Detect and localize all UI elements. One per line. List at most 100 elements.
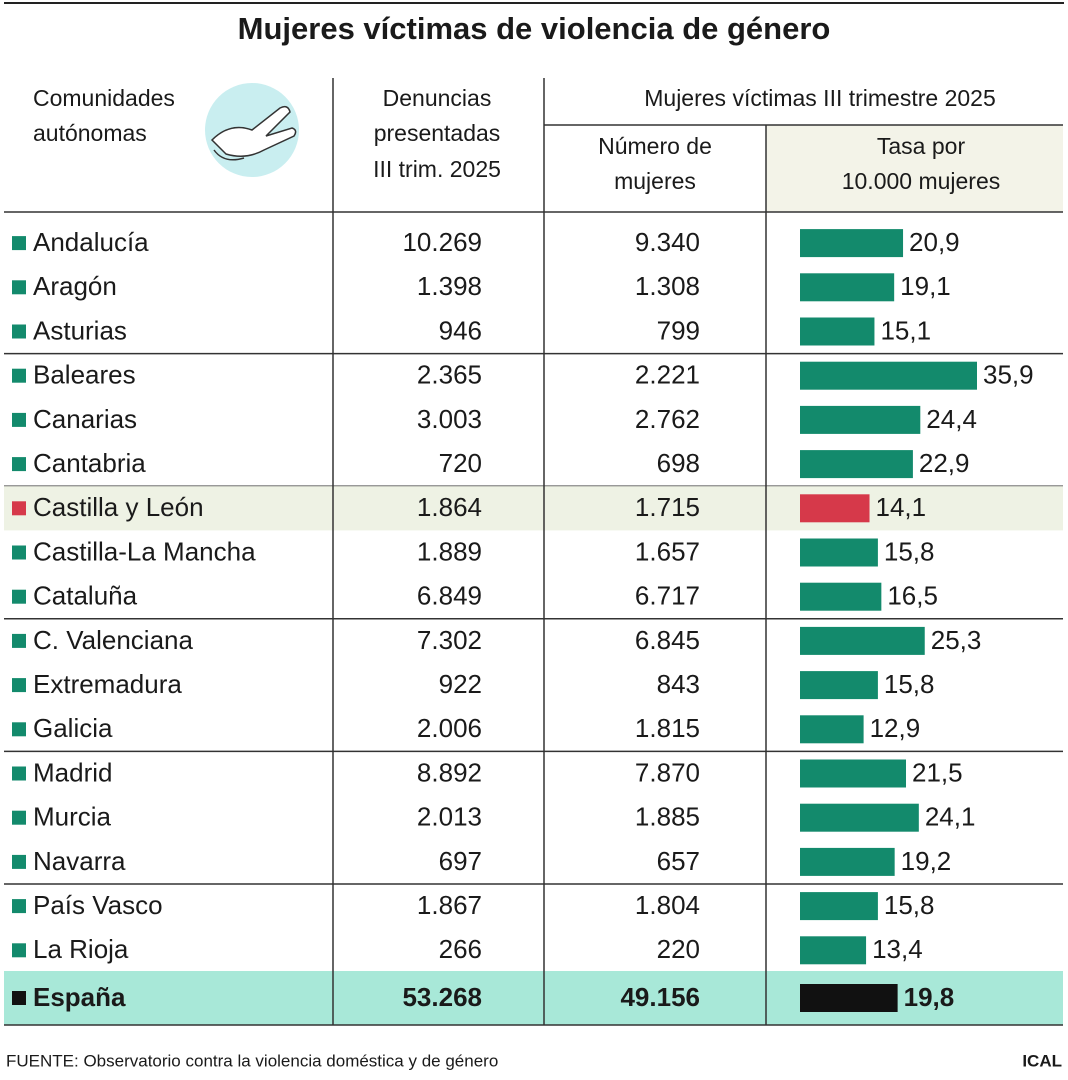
complaints: 8.892 (417, 757, 482, 787)
row-marker (12, 854, 26, 869)
row-marker (12, 324, 26, 339)
women: 657 (657, 846, 700, 876)
complaints: 946 (439, 315, 482, 345)
rate-bar (800, 626, 925, 655)
row-marker (12, 501, 26, 516)
source: FUENTE: Observatorio contra la violencia… (6, 1051, 498, 1070)
region-name: Asturias (33, 315, 127, 345)
rate-bar (800, 317, 875, 346)
complaints: 1.398 (417, 271, 482, 301)
row-highlight (4, 486, 1063, 531)
women: 1.308 (635, 271, 700, 301)
rate-bar (800, 450, 913, 479)
rate-bar (800, 936, 867, 965)
icon (205, 83, 299, 177)
women: 2.762 (635, 404, 700, 434)
region-name: Murcia (33, 802, 112, 832)
col-header: mujeres (614, 168, 696, 194)
icon-hand (210, 105, 297, 157)
rate-label: 22,9 (919, 448, 970, 478)
women: 1.804 (635, 890, 700, 920)
region-name: Canarias (33, 404, 137, 434)
region-name: Aragón (33, 271, 117, 301)
women: 220 (657, 934, 700, 964)
rate-bar (800, 229, 904, 258)
women: 49.156 (620, 982, 700, 1012)
row-marker (12, 678, 26, 693)
rate-label: 35,9 (983, 360, 1034, 390)
complaints: 2.013 (417, 802, 482, 832)
women: 1.715 (635, 492, 700, 522)
complaints: 1.864 (417, 492, 482, 522)
region-name: C. Valenciana (33, 625, 193, 655)
region-name: Navarra (33, 846, 126, 876)
rate-label: 19,2 (901, 846, 952, 876)
row-marker (12, 457, 26, 472)
row-marker (12, 991, 26, 1005)
rate-label: 13,4 (872, 934, 923, 964)
col-header: Denuncias (383, 85, 492, 111)
rate-bar (800, 538, 878, 567)
row-marker (12, 722, 26, 737)
women: 843 (657, 669, 700, 699)
row-marker (12, 545, 26, 560)
title: Mujeres víctimas de violencia de género (238, 11, 831, 46)
rate-bar (800, 671, 878, 700)
complaints: 922 (439, 669, 482, 699)
rate-label: 15,8 (884, 536, 935, 566)
group-header: Mujeres víctimas III trimestre 2025 (644, 85, 996, 111)
complaints: 1.867 (417, 890, 482, 920)
women: 1.815 (635, 713, 700, 743)
rate-label: 15,8 (884, 890, 935, 920)
col-header: III trim. 2025 (373, 156, 501, 182)
rate-bar (800, 405, 921, 434)
row-marker (12, 810, 26, 825)
women: 7.870 (635, 757, 700, 787)
women: 2.221 (635, 360, 700, 390)
rate-header-bg (766, 125, 1063, 212)
women: 6.717 (635, 581, 700, 611)
complaints: 10.269 (402, 227, 482, 257)
complaints: 2.006 (417, 713, 482, 743)
region-name: País Vasco (33, 890, 163, 920)
rate-bar (800, 715, 864, 744)
rate-bar (800, 273, 895, 302)
region-name: España (33, 982, 126, 1012)
women: 1.657 (635, 536, 700, 566)
women: 1.885 (635, 802, 700, 832)
row-marker (12, 766, 26, 781)
rate-label: 19,1 (900, 271, 951, 301)
rate-bar (800, 759, 907, 788)
rate-bar (800, 494, 870, 523)
col-header: presentadas (374, 120, 501, 146)
women: 6.845 (635, 625, 700, 655)
rate-label: 25,3 (931, 625, 982, 655)
row-marker (12, 899, 26, 914)
rate-bar (800, 361, 977, 390)
row-marker (12, 412, 26, 427)
rate-label: 16,5 (887, 581, 938, 611)
rate-bar (800, 582, 882, 611)
region-name: La Rioja (33, 934, 129, 964)
complaints: 7.302 (417, 625, 482, 655)
col-header: autónomas (33, 120, 147, 146)
region-name: Andalucía (33, 227, 149, 257)
complaints: 2.365 (417, 360, 482, 390)
rate-bar (800, 847, 895, 876)
rate-label: 15,1 (880, 315, 931, 345)
col-header: 10.000 mujeres (842, 168, 1001, 194)
complaints: 697 (439, 846, 482, 876)
col-header: Comunidades (33, 85, 175, 111)
credit: ICAL (1022, 1051, 1062, 1070)
region-name: Galicia (33, 713, 113, 743)
women: 9.340 (635, 227, 700, 257)
rate-label: 24,1 (925, 802, 976, 832)
row-marker (12, 368, 26, 383)
row-marker (12, 236, 26, 251)
complaints: 3.003 (417, 404, 482, 434)
rate-label: 14,1 (876, 492, 927, 522)
icon-line (213, 149, 245, 161)
rate-label: 21,5 (912, 757, 963, 787)
region-name: Extremadura (33, 669, 182, 699)
